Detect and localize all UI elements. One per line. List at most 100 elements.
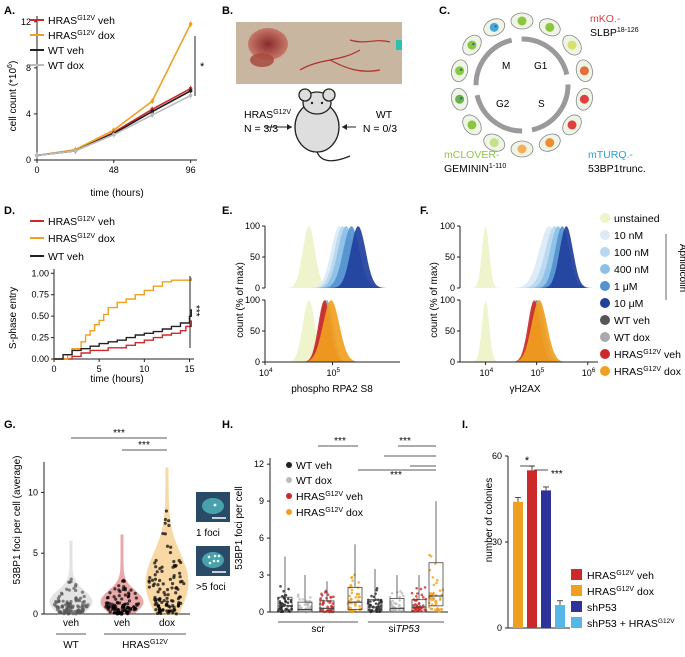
cell-nucleus — [517, 144, 527, 154]
g-point — [158, 566, 162, 571]
h-box — [347, 586, 363, 610]
ef-legend-dot — [600, 281, 610, 291]
g-point — [168, 551, 173, 555]
h-point — [326, 605, 329, 609]
h-point — [435, 581, 438, 585]
h-point — [398, 595, 402, 599]
h-point — [305, 599, 308, 603]
h-point — [420, 609, 423, 612]
g-point — [133, 591, 137, 595]
h-point — [434, 599, 438, 603]
F-histogram-0-0 — [460, 226, 598, 288]
ef-legend-label: WT veh — [614, 315, 650, 327]
g-point — [153, 577, 158, 581]
g-point — [161, 582, 165, 586]
i-sig-2: *** — [551, 469, 563, 480]
g-point — [67, 611, 71, 616]
g-point — [176, 602, 181, 606]
h-point — [412, 603, 416, 607]
g-point — [79, 596, 83, 600]
ef-legend-dot — [600, 332, 610, 342]
panel-d: HRASG12V veh HRASG12V dox WT veh 0.00 0.2… — [8, 216, 201, 385]
i-legend-swatch-hras-dox — [571, 585, 582, 596]
g-point — [154, 565, 158, 569]
a-point — [35, 153, 39, 158]
h-point — [374, 602, 378, 605]
h-point — [351, 610, 355, 614]
a-y-tick-label: 8 — [26, 63, 31, 73]
i-legend-swatch-shp53 — [571, 601, 582, 612]
panel-e: 0 50 100 0 50 100 104 105 count (% of max) phos… — [235, 221, 400, 395]
cell-nucleus — [517, 16, 527, 26]
g-point — [55, 605, 60, 609]
panel-i-ylabel: number of colonies — [484, 478, 495, 563]
h-point — [375, 588, 378, 592]
h-point — [368, 603, 372, 607]
h-point — [427, 605, 431, 609]
F-histogram-1-3 — [460, 300, 598, 362]
g-point — [164, 603, 169, 607]
i-legend-hras-veh: HRASG12V veh — [587, 570, 654, 582]
h-point — [429, 598, 433, 601]
g-point — [57, 599, 61, 603]
g-point — [112, 595, 116, 599]
panel-g-ylabel: 53BP1 foci per cell (average) — [12, 456, 23, 585]
g-point — [174, 612, 178, 616]
panel-label-b: B. — [222, 5, 233, 17]
g-point — [170, 609, 174, 613]
g-point — [148, 576, 152, 580]
g-point — [158, 587, 162, 591]
F-y-tick-label: 0 — [450, 357, 455, 367]
label-slbp: SLBP18-126 — [590, 27, 639, 39]
panel-f-histograms: 0 50 100 0 50 100 104 105 106 — [440, 221, 598, 378]
a-y-tick-label: 4 — [26, 109, 31, 119]
g-point — [119, 611, 123, 615]
cell-focus — [494, 25, 497, 28]
g-point — [165, 544, 170, 548]
g-point — [112, 611, 116, 615]
g-violin-1 — [100, 534, 144, 615]
cell-nucleus — [579, 66, 589, 76]
g-point — [132, 605, 136, 609]
g-point — [69, 599, 73, 604]
h-point — [430, 592, 434, 596]
ef-legend-label: unstained — [614, 213, 660, 225]
h-point — [410, 591, 414, 595]
g-point — [118, 590, 122, 594]
F-y-tick-label: 0 — [450, 283, 455, 293]
h-point — [430, 607, 434, 611]
i-legend-swatch-shp53-hras — [571, 617, 582, 628]
h-point — [431, 576, 435, 579]
h-point — [430, 603, 434, 606]
g-label-wt-veh: veh — [63, 618, 79, 629]
h-sig-2: *** — [399, 436, 411, 447]
i-y-tick-label: 30 — [492, 537, 502, 547]
a-point — [188, 93, 193, 98]
g-point — [55, 607, 60, 612]
h-point — [416, 607, 419, 610]
g-point — [104, 605, 108, 609]
g-point — [54, 601, 58, 605]
h-sig-1: *** — [334, 436, 346, 447]
cell-nucleus — [545, 138, 555, 148]
g-point — [161, 531, 165, 536]
g-point — [85, 605, 89, 609]
a-point — [73, 148, 78, 153]
i-bar-1 — [527, 470, 537, 628]
g-point — [165, 600, 169, 604]
panel-f-xlabel: γH2AX — [509, 384, 540, 395]
g-point — [161, 608, 165, 612]
F-y-tick-label: 100 — [440, 221, 455, 231]
blood-vessels — [299, 39, 391, 72]
ef-legend-label: HRASG12V veh — [614, 349, 681, 361]
h-legend-hras-dox: HRASG12V dox — [296, 507, 364, 519]
panel-b-right-n: N = 0/3 — [363, 123, 397, 135]
g-point — [129, 588, 133, 592]
F-y-tick-label: 50 — [445, 252, 455, 262]
a-point — [112, 128, 116, 132]
panel-g: 0 5 10 53BP1 foci per cell (average) veh v… — [12, 428, 230, 651]
E-y-tick-label: 0 — [255, 357, 260, 367]
i-bar-3 — [555, 605, 565, 628]
panel-a-ylabel: cell count (*106) — [7, 61, 19, 132]
label-mko: mKO.- — [590, 13, 621, 25]
